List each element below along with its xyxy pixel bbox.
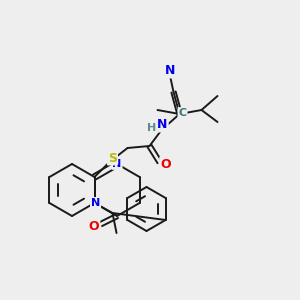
Text: N: N <box>165 64 176 77</box>
Text: O: O <box>89 220 99 233</box>
Text: H: H <box>147 123 156 133</box>
Text: N: N <box>91 198 100 208</box>
Text: S: S <box>108 152 117 164</box>
Text: N: N <box>112 159 122 169</box>
Text: C: C <box>178 108 187 118</box>
Text: O: O <box>160 158 171 170</box>
Text: N: N <box>157 118 168 131</box>
